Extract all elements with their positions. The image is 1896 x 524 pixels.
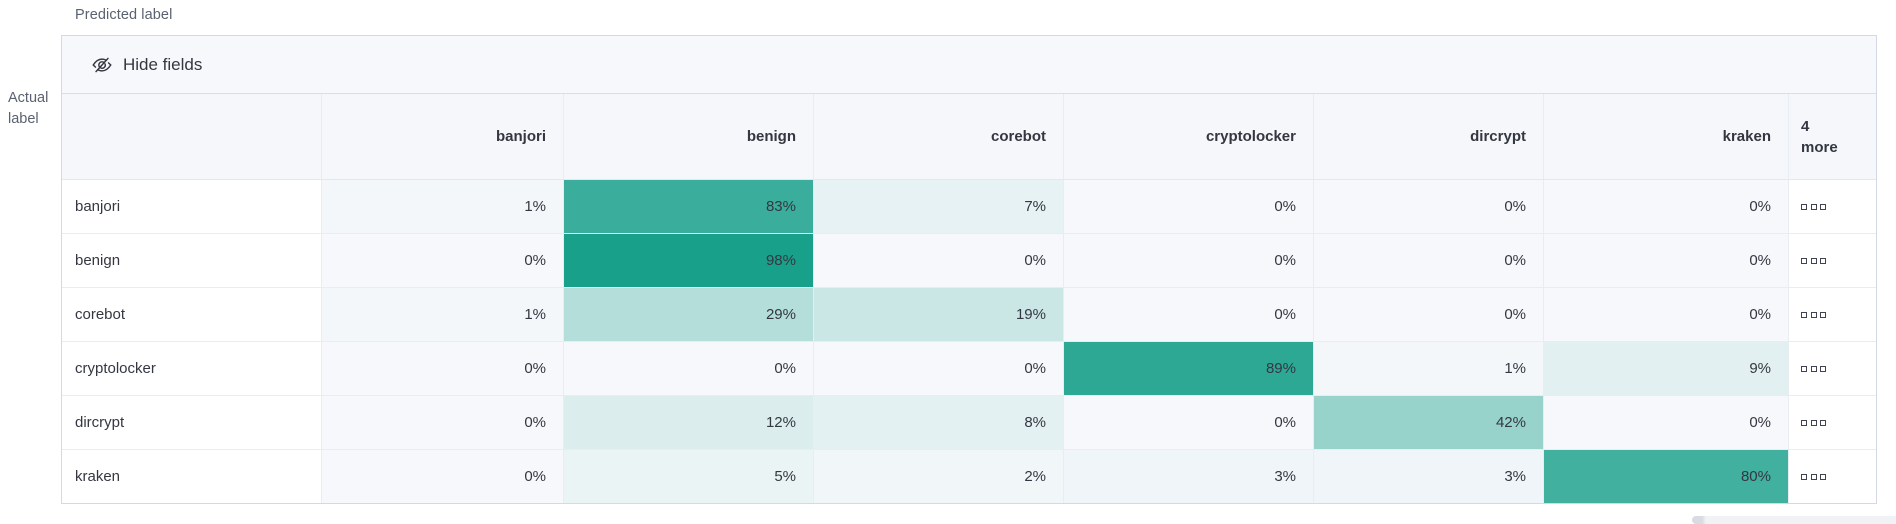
row-label: dircrypt bbox=[62, 396, 322, 449]
matrix-cell[interactable]: 0% bbox=[1544, 396, 1789, 449]
row-label: corebot bbox=[62, 288, 322, 341]
row-expand-cell[interactable] bbox=[1789, 180, 1876, 233]
row-expand-cell[interactable] bbox=[1789, 450, 1876, 503]
predicted-label-axis: Predicted label bbox=[75, 7, 173, 23]
matrix-row-dircrypt: dircrypt 0% 12% 8% 0% 42% 0% bbox=[62, 395, 1876, 449]
matrix-cell[interactable]: 12% bbox=[564, 396, 814, 449]
row-expand-cell[interactable] bbox=[1789, 342, 1876, 395]
matrix-row-banjori: banjori 1% 83% 7% 0% 0% 0% bbox=[62, 180, 1876, 233]
row-label: banjori bbox=[62, 180, 322, 233]
confusion-matrix-panel: Hide fields banjori benign corebot cryptolo… bbox=[61, 35, 1877, 504]
matrix-cell[interactable]: 5% bbox=[564, 450, 814, 503]
matrix-cell[interactable]: 8% bbox=[814, 396, 1064, 449]
grid-toolbar: Hide fields bbox=[62, 36, 1876, 94]
column-header-row: banjori benign corebot cryptolocker dircrypt… bbox=[62, 94, 1876, 180]
matrix-cell[interactable]: 0% bbox=[814, 342, 1064, 395]
horizontal-scrollbar[interactable] bbox=[1692, 516, 1896, 524]
matrix-cell[interactable]: 0% bbox=[814, 234, 1064, 287]
actual-label-axis: Actual label bbox=[8, 88, 48, 130]
matrix-cell[interactable]: 1% bbox=[322, 288, 564, 341]
corner-header-cell bbox=[62, 94, 322, 179]
column-header-benign[interactable]: benign bbox=[564, 94, 814, 179]
matrix-cell[interactable]: 3% bbox=[1064, 450, 1314, 503]
matrix-row-cryptolocker: cryptolocker 0% 0% 0% 89% 1% 9% bbox=[62, 341, 1876, 395]
matrix-cell[interactable]: 7% bbox=[814, 180, 1064, 233]
matrix-cell[interactable]: 0% bbox=[1064, 396, 1314, 449]
three-squares-icon bbox=[1801, 365, 1826, 372]
matrix-cell[interactable]: 1% bbox=[1314, 342, 1544, 395]
row-expand-cell[interactable] bbox=[1789, 234, 1876, 287]
actual-label-line2: label bbox=[8, 111, 39, 127]
more-count: 4 bbox=[1801, 117, 1810, 135]
three-squares-icon bbox=[1801, 473, 1826, 480]
matrix-cell[interactable]: 0% bbox=[1064, 288, 1314, 341]
matrix-cell[interactable]: 3% bbox=[1314, 450, 1544, 503]
matrix-cell[interactable]: 9% bbox=[1544, 342, 1789, 395]
hide-fields-label: Hide fields bbox=[123, 54, 203, 74]
column-header-more[interactable]: 4 more bbox=[1789, 94, 1876, 179]
matrix-cell[interactable]: 0% bbox=[322, 342, 564, 395]
matrix-cell[interactable]: 0% bbox=[1314, 180, 1544, 233]
matrix-cell[interactable]: 0% bbox=[1064, 180, 1314, 233]
matrix-cell[interactable]: 0% bbox=[1544, 234, 1789, 287]
matrix-cell[interactable]: 19% bbox=[814, 288, 1064, 341]
matrix-cell[interactable]: 0% bbox=[322, 450, 564, 503]
matrix-cell[interactable]: 0% bbox=[1544, 180, 1789, 233]
row-label: benign bbox=[62, 234, 322, 287]
row-expand-cell[interactable] bbox=[1789, 396, 1876, 449]
three-squares-icon bbox=[1801, 311, 1826, 318]
matrix-cell[interactable]: 0% bbox=[1314, 234, 1544, 287]
matrix-cell[interactable]: 0% bbox=[564, 342, 814, 395]
matrix-cell[interactable]: 0% bbox=[322, 396, 564, 449]
matrix-row-kraken: kraken 0% 5% 2% 3% 3% 80% bbox=[62, 449, 1876, 503]
three-squares-icon bbox=[1801, 203, 1826, 210]
matrix-cell[interactable]: 0% bbox=[1064, 234, 1314, 287]
matrix-cell[interactable]: 0% bbox=[322, 234, 564, 287]
row-expand-cell[interactable] bbox=[1789, 288, 1876, 341]
row-label: kraken bbox=[62, 450, 322, 503]
matrix-cell[interactable]: 42% bbox=[1314, 396, 1544, 449]
column-header-dircrypt[interactable]: dircrypt bbox=[1314, 94, 1544, 179]
matrix-cell[interactable]: 29% bbox=[564, 288, 814, 341]
row-label: cryptolocker bbox=[62, 342, 322, 395]
matrix-cell[interactable]: 1% bbox=[322, 180, 564, 233]
matrix-cell[interactable]: 0% bbox=[1314, 288, 1544, 341]
column-header-kraken[interactable]: kraken bbox=[1544, 94, 1789, 179]
column-header-banjori[interactable]: banjori bbox=[322, 94, 564, 179]
eye-closed-icon bbox=[92, 55, 112, 75]
hide-fields-button[interactable]: Hide fields bbox=[92, 55, 202, 75]
more-word: more bbox=[1801, 138, 1838, 156]
actual-label-line1: Actual bbox=[8, 90, 49, 106]
confusion-matrix-grid: banjori benign corebot cryptolocker dircrypt… bbox=[62, 94, 1876, 503]
matrix-cell[interactable]: 89% bbox=[1064, 342, 1314, 395]
matrix-cell[interactable]: 0% bbox=[1544, 288, 1789, 341]
matrix-cell[interactable]: 80% bbox=[1544, 450, 1789, 503]
column-header-cryptolocker[interactable]: cryptolocker bbox=[1064, 94, 1314, 179]
three-squares-icon bbox=[1801, 257, 1826, 264]
matrix-row-benign: benign 0% 98% 0% 0% 0% 0% bbox=[62, 233, 1876, 287]
matrix-cell[interactable]: 98% bbox=[564, 234, 814, 287]
matrix-cell[interactable]: 83% bbox=[564, 180, 814, 233]
three-squares-icon bbox=[1801, 419, 1826, 426]
matrix-row-corebot: corebot 1% 29% 19% 0% 0% 0% bbox=[62, 287, 1876, 341]
matrix-cell[interactable]: 2% bbox=[814, 450, 1064, 503]
column-header-corebot[interactable]: corebot bbox=[814, 94, 1064, 179]
